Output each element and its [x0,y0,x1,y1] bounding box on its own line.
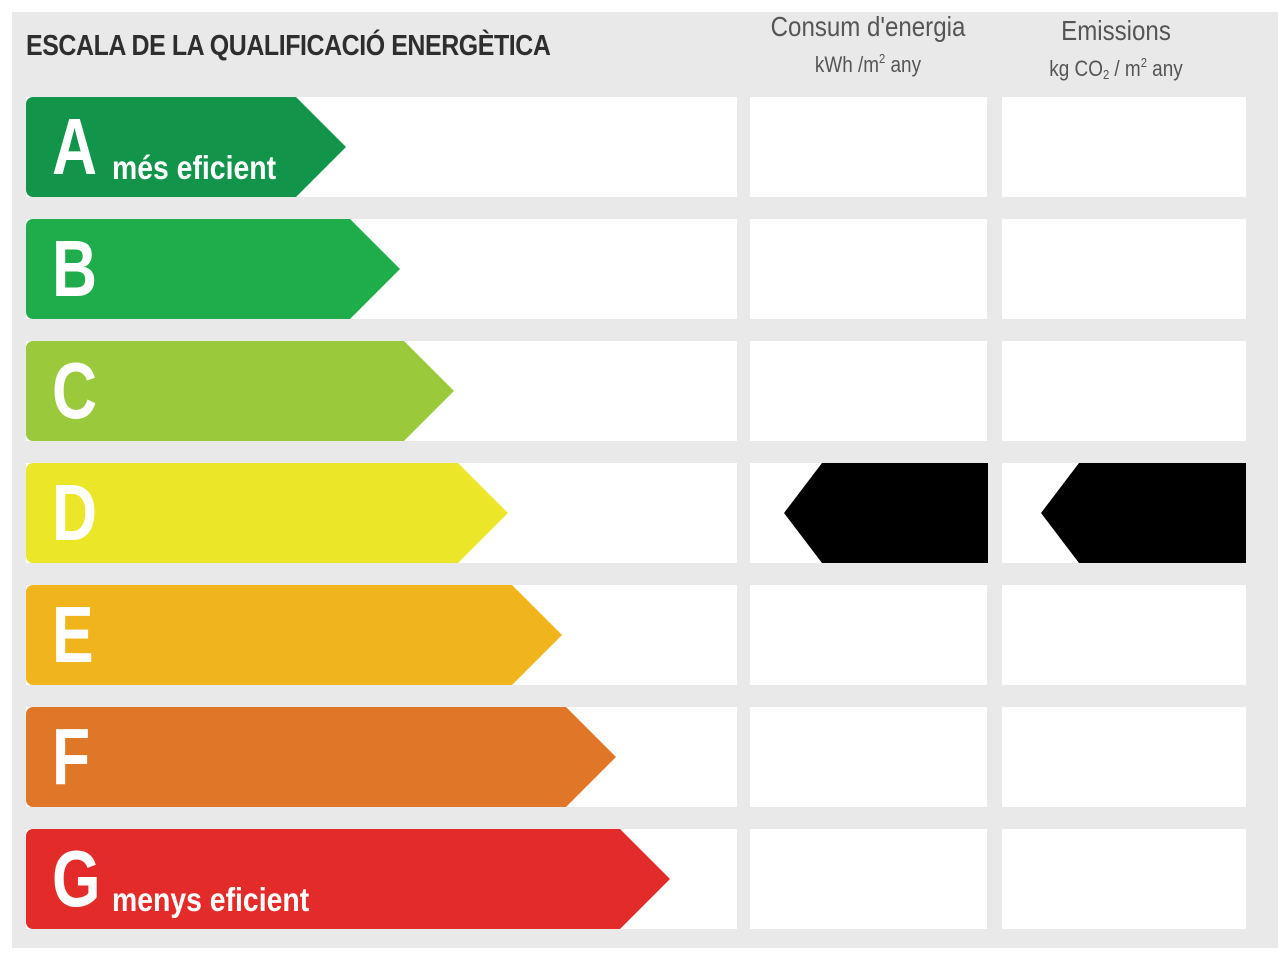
emissions-cell [1002,707,1246,807]
emissions-cell [1002,341,1246,441]
consum-cell [750,585,987,685]
grade-letter: F [52,712,91,801]
grade-arrow-b: B [26,219,400,319]
consum-cell [750,97,987,197]
consum-cell [750,707,987,807]
grade-arrow-d: D [26,463,508,563]
grade-letter: C [52,346,98,435]
consum-cell [750,341,987,441]
grade-arrow-e: E [26,585,562,685]
grade-arrow-f: F [26,707,616,807]
consum-column-header: Consum d'energia kWh /m2 any [765,10,971,80]
grade-subtitle: més eficient [112,149,277,186]
consum-column-label: Consum d'energia [770,11,966,42]
emissions-cell [1002,829,1246,929]
consum-column-unit: kWh /m2 any [814,51,922,77]
grade-subtitle: menys eficient [112,881,310,918]
consum-cell [750,829,987,929]
emissions-cell [1002,219,1246,319]
emissions-rating-marker [1041,463,1246,563]
grade-letter: D [52,468,98,557]
grade-letter: G [52,834,101,923]
consum-rating-marker [784,463,988,563]
emissions-cell [1002,97,1246,197]
emissions-column-unit: kg CO2 / m2 any [1049,55,1183,82]
emissions-cell [1002,585,1246,685]
page-title: ESCALA DE LA QUALIFICACIÓ ENERGÈTICA [26,30,551,62]
emissions-column-header: Emissions kg CO2 / m2 any [1013,14,1219,90]
grade-arrow-c: C [26,341,454,441]
grade-letter: E [52,590,94,679]
consum-cell [750,219,987,319]
grade-letter: A [52,102,98,191]
emissions-column-label: Emissions [1061,15,1171,46]
grade-letter: B [52,224,98,313]
